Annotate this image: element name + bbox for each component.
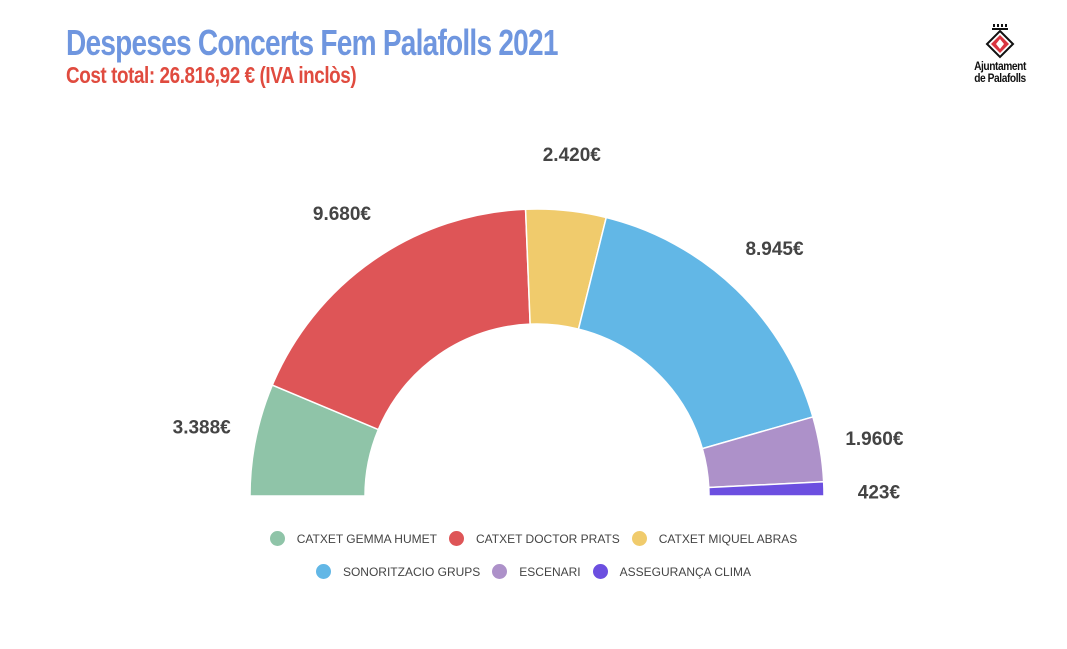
legend-label-5: ASSEGURANÇA CLIMA — [619, 564, 752, 579]
data-label-5: 423€ — [858, 483, 901, 504]
legend-label-4: ESCENARI — [519, 564, 581, 579]
slice-1 — [271, 208, 531, 431]
legend-item-0: CATXET GEMMA HUMET — [269, 531, 437, 546]
data-label-0: 3.388€ — [173, 418, 232, 439]
legend-item-2: CATXET MIQUEL ABRAS — [631, 531, 798, 546]
legend-label-1: CATXET DOCTOR PRATS — [475, 531, 620, 546]
logo-text-line1: Ajuntament — [974, 59, 1026, 73]
legend-label-3: SONORITZACIO GRUPS — [342, 564, 481, 579]
legend-row-1: CATXET GEMMA HUMET CATXET DOCTOR PRATS CAT… — [0, 531, 1067, 546]
legend-row-2: SONORITZACIO GRUPS ESCENARI ASSEGURANÇA CL… — [0, 564, 1067, 579]
logo-text-line2: de Palafolls — [974, 71, 1026, 85]
legend-swatch-1 — [448, 531, 464, 546]
legend-label-2: CATXET MIQUEL ABRAS — [658, 531, 798, 546]
slice-3 — [577, 216, 814, 450]
page-subtitle: Cost total: 26.816,92 € (IVA inclòs) — [66, 62, 357, 88]
slice-5 — [708, 480, 825, 497]
legend-item-1: CATXET DOCTOR PRATS — [448, 531, 620, 546]
palafolls-coat-of-arms-icon — [985, 24, 1015, 59]
legend-item-5: ASSEGURANÇA CLIMA — [592, 564, 752, 579]
data-label-4: 1.960€ — [845, 429, 904, 450]
page-title: Despeses Concerts Fem Palafolls 2021 — [66, 22, 558, 63]
data-label-2: 2.420€ — [543, 145, 602, 166]
legend-swatch-2 — [631, 531, 647, 546]
data-label-3: 8.945€ — [745, 239, 804, 260]
legend-label-0: CATXET GEMMA HUMET — [296, 531, 437, 546]
data-label-1: 9.680€ — [313, 204, 372, 225]
legend-swatch-3 — [315, 564, 331, 579]
legend-swatch-0 — [269, 531, 285, 546]
legend-swatch-4 — [492, 564, 508, 579]
legend-swatch-5 — [592, 564, 608, 579]
legend-item-3: SONORITZACIO GRUPS — [315, 564, 481, 579]
logo: Ajuntament de Palafolls — [960, 24, 1040, 94]
legend-item-4: ESCENARI — [492, 564, 581, 579]
